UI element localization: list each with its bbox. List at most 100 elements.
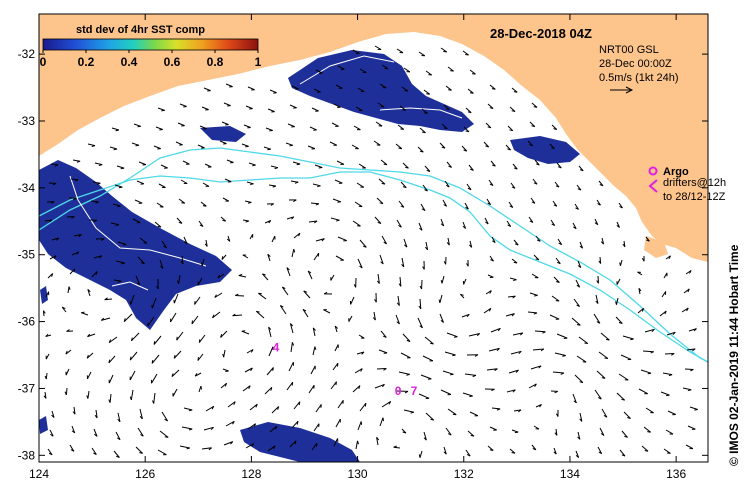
velocity-arrow — [554, 181, 560, 188]
velocity-arrowhead — [118, 186, 123, 189]
velocity-arrowhead — [424, 189, 428, 192]
velocity-arrowhead — [487, 202, 491, 206]
velocity-arrow — [245, 443, 255, 449]
velocity-arrow — [417, 146, 424, 153]
velocity-arrow — [310, 365, 316, 375]
velocity-arrow — [381, 235, 388, 245]
velocity-arrow — [69, 268, 76, 275]
velocity-arrow — [160, 164, 168, 169]
velocity-arrow — [664, 353, 675, 355]
velocity-arrowhead — [558, 242, 562, 246]
velocity-arrow — [191, 315, 199, 325]
velocity-arrowhead — [250, 367, 253, 372]
velocity-arrowhead — [627, 417, 631, 419]
velocity-arrow — [510, 350, 522, 355]
velocity-arrowhead — [511, 186, 516, 189]
velocity-arrowhead — [159, 129, 163, 131]
velocity-arrowhead — [52, 182, 57, 186]
velocity-arrow — [292, 161, 301, 165]
velocity-arrow — [444, 351, 456, 356]
velocity-arrowhead — [666, 394, 670, 397]
velocity-arrow — [313, 423, 320, 432]
velocity-arrowhead — [600, 433, 605, 436]
velocity-arrow — [486, 198, 492, 205]
velocity-arrow — [199, 125, 207, 130]
drifter-label: 0 — [395, 384, 402, 398]
velocity-arrow — [379, 417, 384, 427]
velocity-arrowhead — [445, 184, 450, 188]
velocity-arrow — [380, 330, 387, 338]
velocity-arrow — [667, 410, 676, 415]
velocity-arrow — [87, 289, 91, 297]
velocity-arrow — [131, 142, 140, 146]
velocity-arrowhead — [485, 145, 489, 148]
velocity-arrowhead — [363, 245, 367, 248]
velocity-legend: NRT00 GSL 28-Dec 00:00Z 0.5m/s (1kt 24h) — [599, 44, 678, 94]
velocity-arrow — [197, 144, 205, 149]
velocity-arrow — [171, 369, 180, 377]
velocity-arrowhead — [108, 399, 111, 403]
velocity-arrowhead — [396, 302, 400, 306]
velocity-arrow — [222, 197, 230, 202]
velocity-arrow — [161, 240, 168, 249]
velocity-arrowhead — [469, 92, 474, 94]
velocity-arrowhead — [293, 199, 297, 203]
velocity-arrow — [507, 295, 516, 298]
velocity-arrowhead — [66, 329, 70, 332]
velocity-arrowhead — [71, 430, 76, 434]
velocity-arrowhead — [379, 202, 384, 205]
velocity-arrow — [289, 104, 297, 109]
velocity-arrow — [505, 144, 511, 151]
velocity-arrow — [212, 311, 221, 319]
velocity-arrow — [490, 327, 501, 333]
velocity-arrow — [665, 429, 674, 435]
velocity-arrowhead — [275, 425, 278, 430]
velocity-arrowhead — [641, 308, 645, 312]
velocity-arrow — [220, 382, 227, 389]
velocity-arrowhead — [282, 286, 286, 290]
velocity-arrow — [615, 316, 623, 324]
velocity-arrowhead — [98, 164, 103, 166]
velocity-arrow — [267, 108, 275, 113]
velocity-arrow — [286, 216, 295, 220]
velocity-arrow — [183, 407, 193, 411]
velocity-arrow — [91, 447, 97, 455]
velocity-arrowhead — [177, 280, 180, 284]
velocity-arrowhead — [425, 246, 428, 251]
velocity-arrow — [487, 445, 494, 451]
velocity-arrow — [505, 313, 515, 317]
velocity-arrowhead — [489, 290, 492, 294]
velocity-arrowhead — [624, 435, 628, 438]
velocity-arrowhead — [469, 395, 473, 398]
drifter-label: 7 — [411, 384, 418, 398]
velocity-arrowhead — [157, 225, 162, 228]
velocity-arrow — [113, 450, 120, 458]
velocity-arrow — [352, 49, 360, 54]
velocity-arrowhead — [554, 432, 558, 436]
y-tick-label: -34 — [18, 181, 36, 195]
velocity-arrowhead — [579, 245, 583, 249]
velocity-arrowhead — [50, 201, 55, 204]
velocity-arrow — [113, 279, 122, 282]
velocity-arrowhead — [214, 294, 217, 298]
velocity-arrow — [557, 238, 563, 245]
velocity-arrowhead — [364, 403, 367, 407]
velocity-arrow — [461, 313, 470, 318]
velocity-arrowhead — [291, 216, 295, 220]
y-tick-label: -33 — [18, 114, 36, 128]
velocity-arrowhead — [604, 357, 608, 359]
velocity-arrow — [681, 307, 689, 313]
land-mass — [39, 14, 708, 262]
velocity-arrow — [420, 374, 432, 380]
velocity-arrowhead — [262, 273, 266, 276]
velocity-arrowhead — [87, 289, 91, 293]
velocity-arrowhead — [664, 310, 667, 315]
velocity-arrowhead — [396, 321, 400, 325]
velocity-arrowhead — [511, 110, 516, 112]
velocity-arrowhead — [115, 129, 120, 132]
velocity-arrow — [357, 87, 365, 93]
velocity-arrowhead — [377, 221, 382, 224]
velocity-arrowhead — [598, 260, 602, 264]
velocity-arrow — [357, 258, 363, 269]
velocity-arrowhead — [443, 127, 448, 130]
